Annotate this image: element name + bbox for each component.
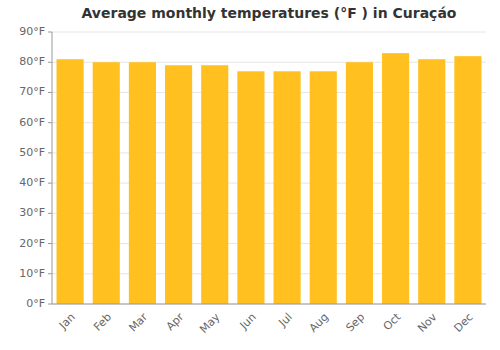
x-tick-label: Feb bbox=[91, 311, 114, 334]
bar bbox=[346, 62, 373, 304]
bar bbox=[201, 65, 228, 304]
y-tick-label: 60°F bbox=[19, 116, 45, 129]
y-tick-label: 40°F bbox=[19, 176, 45, 189]
grid bbox=[52, 32, 486, 304]
x-tick-label: Dec bbox=[451, 311, 475, 335]
x-tick-label: Sep bbox=[343, 311, 367, 335]
x-tick-label: Oct bbox=[381, 310, 404, 333]
y-tick bbox=[48, 213, 52, 214]
x-tick-label: Jan bbox=[56, 311, 78, 333]
chart: 0°F 10°F 20°F 30°F 40°F 50°F 60°F 70°F 80°F 90°F J… bbox=[0, 0, 500, 350]
x-tick-label: Apr bbox=[164, 310, 187, 333]
y-tick bbox=[48, 273, 52, 274]
bar bbox=[382, 53, 409, 304]
x-tick-label: Nov bbox=[415, 310, 440, 335]
bar bbox=[310, 71, 337, 304]
y-tick bbox=[48, 32, 52, 33]
y-tick-label: 50°F bbox=[19, 146, 45, 159]
bars bbox=[57, 53, 482, 304]
y-tick bbox=[48, 183, 52, 184]
bar bbox=[93, 62, 120, 304]
grid-line bbox=[52, 32, 486, 33]
x-axis-line bbox=[52, 304, 486, 305]
x-tick-label: May bbox=[197, 310, 223, 336]
y-axis: 0°F 10°F 20°F 30°F 40°F 50°F 60°F 70°F 80°F 90°F bbox=[19, 25, 52, 310]
y-tick-label: 0°F bbox=[26, 297, 45, 310]
y-tick-label: 20°F bbox=[19, 237, 45, 250]
grid-line bbox=[52, 304, 486, 305]
bar bbox=[57, 59, 84, 304]
chart-container: 0°F 10°F 20°F 30°F 40°F 50°F 60°F 70°F 80°F 90°F J… bbox=[0, 0, 500, 350]
bar bbox=[165, 65, 192, 304]
y-tick bbox=[48, 243, 52, 244]
y-tick bbox=[48, 122, 52, 123]
x-tick-label: Jul bbox=[276, 311, 295, 330]
bar bbox=[129, 62, 156, 304]
y-axis-line bbox=[52, 32, 53, 304]
y-tick-label: 10°F bbox=[19, 267, 45, 280]
x-tick-label: Aug bbox=[307, 311, 331, 335]
x-tick-label: Mar bbox=[126, 310, 150, 334]
bar bbox=[274, 71, 301, 304]
y-tick bbox=[48, 62, 52, 63]
y-tick-label: 80°F bbox=[19, 55, 45, 68]
bar bbox=[237, 71, 264, 304]
y-tick-label: 70°F bbox=[19, 85, 45, 98]
y-tick bbox=[48, 92, 52, 93]
bar bbox=[418, 59, 445, 304]
y-tick bbox=[48, 152, 52, 153]
y-tick bbox=[48, 304, 52, 305]
y-tick-label: 30°F bbox=[19, 206, 45, 219]
bar bbox=[454, 56, 481, 304]
x-tick-label: Jun bbox=[237, 311, 259, 333]
x-axis: Jan Feb Mar Apr May Jun Jul Aug Sep Oct Nov Dec bbox=[56, 310, 476, 336]
title: Average monthly temperatures (°F ) in Cu… bbox=[82, 5, 457, 21]
y-tick-label: 90°F bbox=[19, 25, 45, 38]
